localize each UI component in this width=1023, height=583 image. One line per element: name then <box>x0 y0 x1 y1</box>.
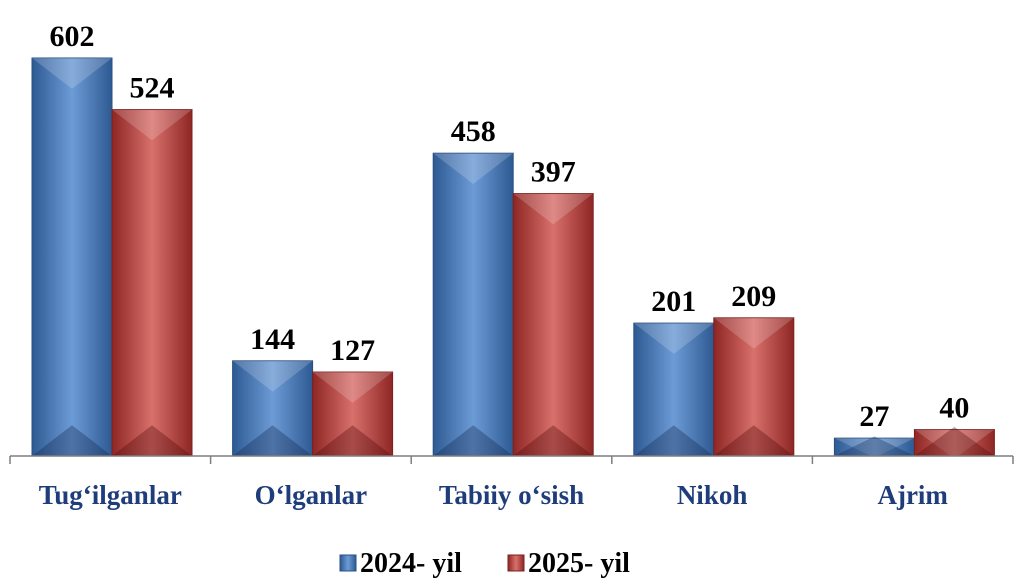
bar-series1 <box>833 436 915 458</box>
value-labels-group: 602 524 144 127 458 397 201 209 27 40 <box>50 20 970 433</box>
bar-series1 <box>232 360 314 457</box>
legend-label: 2024- yil <box>360 548 462 579</box>
legend-label: 2025- yil <box>528 548 630 579</box>
bar-series1 <box>31 57 113 457</box>
x-axis-ticks <box>9 456 1014 464</box>
data-label: 458 <box>451 115 496 148</box>
data-label: 209 <box>731 280 776 313</box>
data-label: 127 <box>330 334 375 367</box>
legend-swatch <box>339 554 357 572</box>
data-label: 524 <box>130 72 175 105</box>
x-tick-label: Tabiiy o‘sish <box>439 480 584 510</box>
data-label: 27 <box>859 400 889 433</box>
data-label: 397 <box>531 156 576 189</box>
bar-series1 <box>633 322 715 457</box>
legend-item-2: 2025- yil <box>507 548 630 579</box>
bar-series1 <box>432 152 514 457</box>
data-label: 201 <box>651 285 696 318</box>
bar-series2 <box>512 193 594 457</box>
x-tick-label: Nikoh <box>677 480 748 510</box>
data-label: 40 <box>939 392 969 425</box>
x-tick-label: O‘lganlar <box>255 480 368 510</box>
bar-series2 <box>913 426 995 459</box>
bars-group <box>31 57 995 459</box>
legend-swatch <box>507 554 525 572</box>
data-label: 602 <box>50 20 95 53</box>
legend: 2024- yil 2025- yil <box>339 548 630 579</box>
legend-item-1: 2024- yil <box>339 548 462 579</box>
category-labels-group: Tug‘ilganlar O‘lganlar Tabiiy o‘sish Nikoh A… <box>39 480 949 510</box>
bar-series2 <box>111 109 193 457</box>
data-label: 144 <box>250 323 295 356</box>
x-tick-label: Tug‘ilganlar <box>39 480 182 510</box>
bar-series2 <box>312 371 394 457</box>
bar-series2 <box>713 317 795 457</box>
x-tick-label: Ajrim <box>877 480 948 510</box>
